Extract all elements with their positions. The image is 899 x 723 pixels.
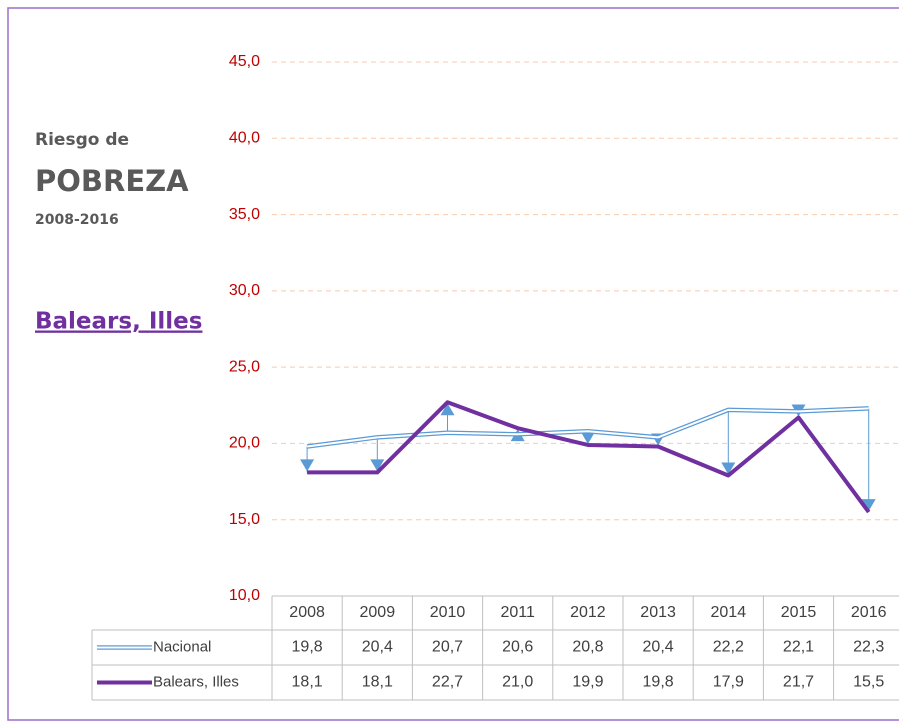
data-label: 19,8	[643, 674, 674, 691]
data-label: 22,7	[432, 674, 463, 691]
x-tick-label: 2009	[360, 604, 396, 621]
data-label: 20,8	[572, 639, 603, 656]
y-tick-label: 40,0	[229, 130, 260, 147]
y-tick-label: 45,0	[229, 53, 260, 70]
x-tick-label: 2015	[781, 604, 817, 621]
y-tick-label: 20,0	[229, 435, 260, 452]
x-tick-label: 2010	[430, 604, 466, 621]
data-label: 21,0	[502, 674, 533, 691]
drop-arrow	[580, 431, 595, 444]
series-line-inner	[306, 407, 869, 448]
chart-title: POBREZA	[35, 164, 189, 198]
y-tick-label: 15,0	[229, 511, 260, 528]
data-label: 22,3	[853, 639, 884, 656]
drop-arrow	[861, 499, 876, 512]
data-label: 20,7	[432, 639, 463, 656]
drop-arrow	[370, 459, 385, 472]
series-line	[307, 400, 871, 514]
x-tick-label: 2016	[851, 604, 887, 621]
data-label: 20,6	[502, 639, 533, 656]
data-label: 17,9	[713, 674, 744, 691]
title-prefix: Riesgo de	[35, 130, 129, 150]
x-tick-label: 2008	[289, 604, 325, 621]
data-label: 15,5	[853, 674, 884, 691]
x-tick-label: 2011	[500, 604, 535, 621]
data-label: 19,8	[292, 639, 323, 656]
x-tick-label: 2014	[711, 604, 747, 621]
data-label: 22,2	[713, 639, 744, 656]
x-tick-label: 2012	[570, 604, 606, 621]
y-tick-label: 30,0	[229, 282, 260, 299]
data-label: 22,1	[783, 639, 814, 656]
data-label: 21,7	[783, 674, 814, 691]
subtitle: 2008-2016	[35, 212, 119, 228]
data-label: 18,1	[292, 674, 323, 691]
legend-label: Balears, Illes	[153, 673, 239, 690]
region-title: Balears, Illes	[35, 309, 202, 335]
data-label: 20,4	[643, 639, 674, 656]
data-label: 18,1	[362, 674, 393, 691]
drop-arrow	[440, 403, 455, 416]
drop-arrow	[300, 459, 315, 472]
y-tick-label: 10,0	[229, 587, 260, 604]
y-tick-label: 25,0	[229, 358, 260, 375]
y-tick-label: 35,0	[229, 206, 260, 223]
data-label: 20,4	[362, 639, 393, 656]
drop-arrow	[721, 462, 736, 475]
data-label: 19,9	[572, 674, 603, 691]
legend-label: Nacional	[153, 638, 211, 655]
x-tick-label: 2013	[640, 604, 676, 621]
chart-border	[7, 7, 899, 721]
